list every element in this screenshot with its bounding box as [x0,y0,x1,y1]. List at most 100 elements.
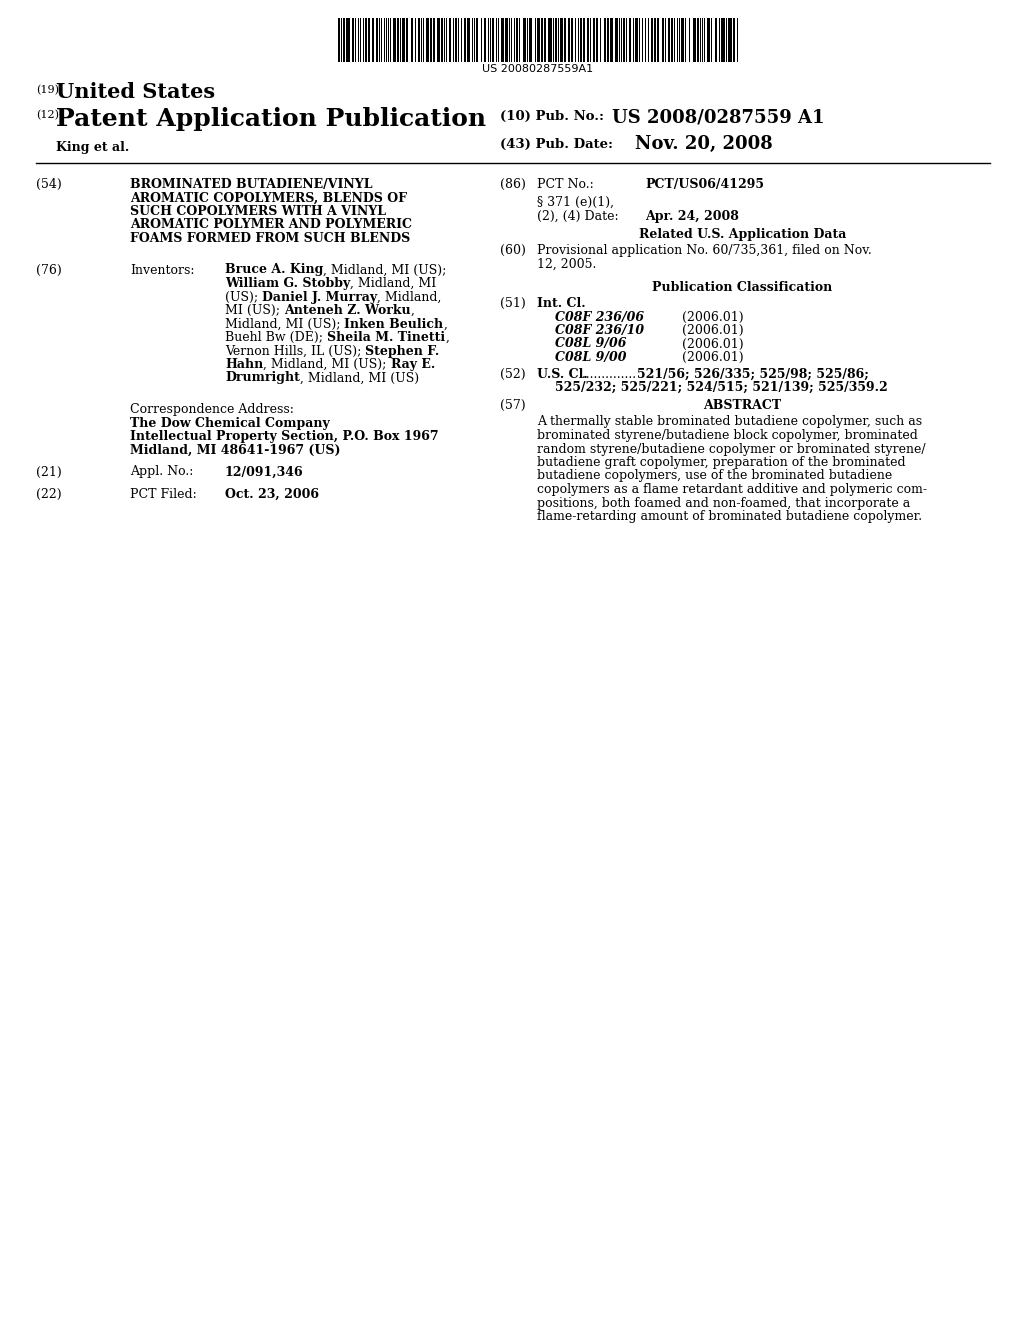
Text: ...............: ............... [579,367,637,380]
Bar [693,18,696,62]
Text: The Dow Chemical Company: The Dow Chemical Company [130,417,330,429]
Bar [505,18,508,62]
Bar [662,18,664,62]
Bar [560,18,563,62]
Text: 525/232; 525/221; 524/515; 521/139; 525/359.2: 525/232; 525/221; 524/515; 521/139; 525/… [555,381,888,393]
Bar [587,18,589,62]
Text: Related U.S. Application Data: Related U.S. Application Data [639,228,846,242]
Bar [393,18,396,62]
Bar [654,18,656,62]
Text: Appl. No.:: Appl. No.: [130,466,194,479]
Bar [728,18,732,62]
Bar [376,18,378,62]
Bar [721,18,725,62]
Text: (2), (4) Date:: (2), (4) Date: [537,210,618,223]
Text: Sheila M. Tinetti: Sheila M. Tinetti [327,331,445,345]
Bar [449,18,451,62]
Text: Midland, MI 48641-1967 (US): Midland, MI 48641-1967 (US) [130,444,341,457]
Bar [529,18,532,62]
Bar [343,18,345,62]
Bar [365,18,367,62]
Text: (86): (86) [500,178,526,191]
Text: SUCH COPOLYMERS WITH A VINYL: SUCH COPOLYMERS WITH A VINYL [130,205,386,218]
Bar [635,18,638,62]
Text: (21): (21) [36,466,61,479]
Bar [715,18,717,62]
Text: US 20080287559A1: US 20080287559A1 [482,63,594,74]
Text: Publication Classification: Publication Classification [652,281,833,294]
Text: Bruce A. King: Bruce A. King [225,264,324,276]
Bar [441,18,443,62]
Text: PCT Filed:: PCT Filed: [130,487,197,500]
Text: Stephen F.: Stephen F. [366,345,439,358]
Text: Correspondence Address:: Correspondence Address: [130,403,294,416]
Bar [406,18,408,62]
Text: William G. Stobby: William G. Stobby [225,277,350,290]
Bar [697,18,699,62]
Text: (43) Pub. Date:: (43) Pub. Date: [500,139,613,150]
Text: § 371 (e)(1),: § 371 (e)(1), [537,195,614,209]
Bar [492,18,494,62]
Text: (19): (19) [36,84,59,95]
Text: PCT/US06/41295: PCT/US06/41295 [645,178,764,191]
Text: Patent Application Publication: Patent Application Publication [56,107,486,131]
Text: ABSTRACT: ABSTRACT [703,399,781,412]
Bar [411,18,413,62]
Text: (76): (76) [36,264,61,276]
Text: Nov. 20, 2008: Nov. 20, 2008 [635,135,773,153]
Bar [623,18,625,62]
Text: (60): (60) [500,244,526,257]
Bar [564,18,566,62]
Text: C08L 9/00: C08L 9/00 [555,351,627,364]
Bar [583,18,585,62]
Text: Ray E.: Ray E. [390,358,435,371]
Bar [610,18,613,62]
Text: (US);: (US); [225,290,262,304]
Text: random styrene/butadiene copolymer or brominated styrene/: random styrene/butadiene copolymer or br… [537,442,926,455]
Bar [580,18,582,62]
Bar [418,18,420,62]
Text: US 2008/0287559 A1: US 2008/0287559 A1 [612,108,824,125]
Text: PCT No.:: PCT No.: [537,178,594,191]
Bar [596,18,598,62]
Text: A thermally stable brominated butadiene copolymer, such as: A thermally stable brominated butadiene … [537,416,923,429]
Text: U.S. Cl.: U.S. Cl. [537,367,588,380]
Text: (54): (54) [36,178,61,191]
Bar [426,18,429,62]
Text: Hahn: Hahn [225,358,263,371]
Bar [372,18,374,62]
Text: C08F 236/10: C08F 236/10 [555,323,644,337]
Text: AROMATIC COPOLYMERS, BLENDS OF: AROMATIC COPOLYMERS, BLENDS OF [130,191,407,205]
Text: positions, both foamed and non-foamed, that incorporate a: positions, both foamed and non-foamed, t… [537,496,910,510]
Text: Drumright: Drumright [225,371,300,384]
Text: Provisional application No. 60/735,361, filed on Nov.: Provisional application No. 60/735,361, … [537,244,871,257]
Bar [397,18,399,62]
Bar [555,18,557,62]
Text: United States: United States [56,82,215,102]
Text: , Midland, MI (US);: , Midland, MI (US); [263,358,390,371]
Text: (52): (52) [500,367,525,380]
Bar [544,18,546,62]
Bar [523,18,526,62]
Text: brominated styrene/butadiene block copolymer, brominated: brominated styrene/butadiene block copol… [537,429,918,442]
Text: butadiene graft copolymer, preparation of the brominated: butadiene graft copolymer, preparation o… [537,455,905,469]
Bar [657,18,659,62]
Text: C08F 236/06: C08F 236/06 [555,310,644,323]
Text: (2006.01): (2006.01) [682,338,743,351]
Bar [604,18,606,62]
Bar [568,18,570,62]
Text: Daniel J. Murray: Daniel J. Murray [262,290,377,304]
Text: ,: , [411,304,415,317]
Bar [668,18,670,62]
Text: Inventors:: Inventors: [130,264,195,276]
Bar [733,18,735,62]
Text: ,: , [443,318,447,330]
Text: (2006.01): (2006.01) [682,351,743,364]
Bar [537,18,540,62]
Text: (10) Pub. No.:: (10) Pub. No.: [500,110,604,123]
Bar [476,18,478,62]
Text: (2006.01): (2006.01) [682,323,743,337]
Text: MI (US);: MI (US); [225,304,284,317]
Text: Intellectual Property Section, P.O. Box 1967: Intellectual Property Section, P.O. Box … [130,430,438,444]
Text: King et al.: King et al. [56,141,129,154]
